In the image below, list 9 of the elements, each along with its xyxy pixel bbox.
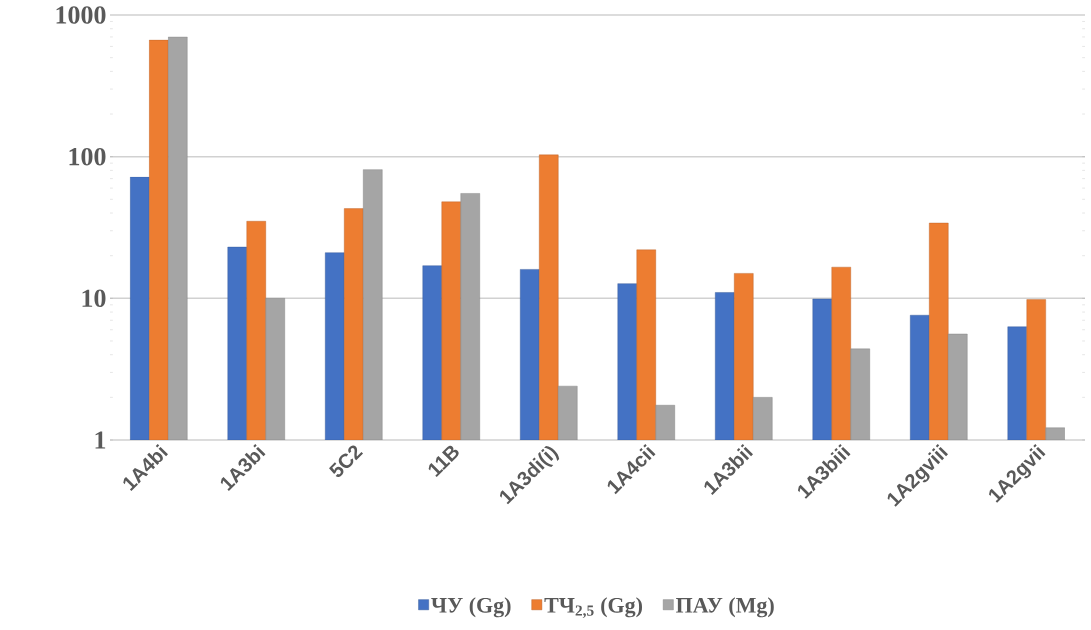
y-tick-label: 1 (95, 431, 106, 449)
legend-label: ТЧ$_{2,5}$ (Gg) (544, 597, 643, 618)
y-tick-label: 10 (82, 289, 106, 308)
y-tick-label: 100 (69, 147, 106, 166)
x-tick-label: 11B (428, 445, 459, 478)
legend-label: ПАУ (Mg) (676, 597, 774, 618)
y-tick-label: 1000 (56, 6, 106, 24)
legend-label: ЧУ (Gg) (431, 597, 511, 618)
x-tick-label: 5C2 (329, 445, 364, 477)
